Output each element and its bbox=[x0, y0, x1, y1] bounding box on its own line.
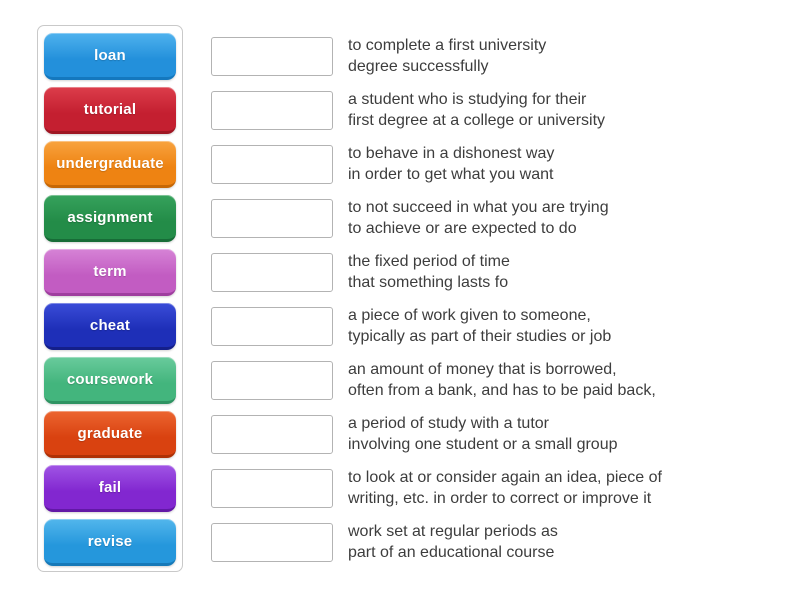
word-tile-loan[interactable]: loan bbox=[44, 33, 176, 80]
word-tile-coursework[interactable]: coursework bbox=[44, 357, 176, 404]
word-tile-label: term bbox=[93, 262, 127, 280]
word-bank-panel: loan tutorial undergraduate assignment t… bbox=[37, 25, 183, 572]
word-tile-label: coursework bbox=[66, 370, 154, 388]
word-tile-label: revise bbox=[87, 532, 133, 550]
match-row: a period of study with a tutor involving… bbox=[211, 407, 796, 461]
match-row: to complete a first university degree su… bbox=[211, 29, 796, 83]
word-tile-graduate[interactable]: graduate bbox=[44, 411, 176, 458]
word-tile-label: fail bbox=[98, 478, 122, 496]
drop-zone[interactable] bbox=[211, 468, 333, 508]
drop-zone[interactable] bbox=[211, 522, 333, 562]
definition-text: to behave in a dishonest way in order to… bbox=[348, 145, 555, 183]
drop-zone[interactable] bbox=[211, 306, 333, 346]
word-tile-label: graduate bbox=[77, 424, 143, 442]
word-tile-label: loan bbox=[94, 46, 126, 64]
word-tile-label: cheat bbox=[89, 316, 131, 334]
match-row: a piece of work given to someone, typica… bbox=[211, 299, 796, 353]
word-tile-fail[interactable]: fail bbox=[44, 465, 176, 512]
drop-zone[interactable] bbox=[211, 144, 333, 184]
word-tile-assignment[interactable]: assignment bbox=[44, 195, 176, 242]
match-row: the fixed period of time that something … bbox=[211, 245, 796, 299]
drop-zone[interactable] bbox=[211, 252, 333, 292]
definition-text: a period of study with a tutor involving… bbox=[348, 415, 618, 453]
match-row: to behave in a dishonest way in order to… bbox=[211, 137, 796, 191]
drop-zone[interactable] bbox=[211, 36, 333, 76]
word-tile-revise[interactable]: revise bbox=[44, 519, 176, 566]
definition-text: the fixed period of time that something … bbox=[348, 253, 510, 291]
match-row: to not succeed in what you are trying to… bbox=[211, 191, 796, 245]
definition-text: a student who is studying for their firs… bbox=[348, 91, 606, 129]
definition-text: an amount of money that is borrowed, oft… bbox=[348, 361, 656, 399]
word-tile-undergraduate[interactable]: undergraduate bbox=[44, 141, 176, 188]
drop-zone[interactable] bbox=[211, 198, 333, 238]
word-tile-label: tutorial bbox=[83, 100, 137, 118]
drop-zone[interactable] bbox=[211, 414, 333, 454]
word-tile-tutorial[interactable]: tutorial bbox=[44, 87, 176, 134]
definition-text: to not succeed in what you are trying to… bbox=[348, 199, 609, 237]
definition-text: work set at regular periods as part of a… bbox=[348, 523, 558, 561]
match-row: to look at or consider again an idea, pi… bbox=[211, 461, 796, 515]
match-row: a student who is studying for their firs… bbox=[211, 83, 796, 137]
word-tile-cheat[interactable]: cheat bbox=[44, 303, 176, 350]
definition-text: to look at or consider again an idea, pi… bbox=[348, 469, 662, 507]
word-tile-label: assignment bbox=[67, 208, 153, 226]
word-tile-term[interactable]: term bbox=[44, 249, 176, 296]
match-row: work set at regular periods as part of a… bbox=[211, 515, 796, 569]
drop-zone[interactable] bbox=[211, 90, 333, 130]
match-rows: to complete a first university degree su… bbox=[211, 29, 796, 569]
word-tile-label: undergraduate bbox=[56, 154, 164, 172]
definition-text: to complete a first university degree su… bbox=[348, 37, 547, 75]
drop-zone[interactable] bbox=[211, 360, 333, 400]
definition-text: a piece of work given to someone, typica… bbox=[348, 307, 612, 345]
match-row: an amount of money that is borrowed, oft… bbox=[211, 353, 796, 407]
